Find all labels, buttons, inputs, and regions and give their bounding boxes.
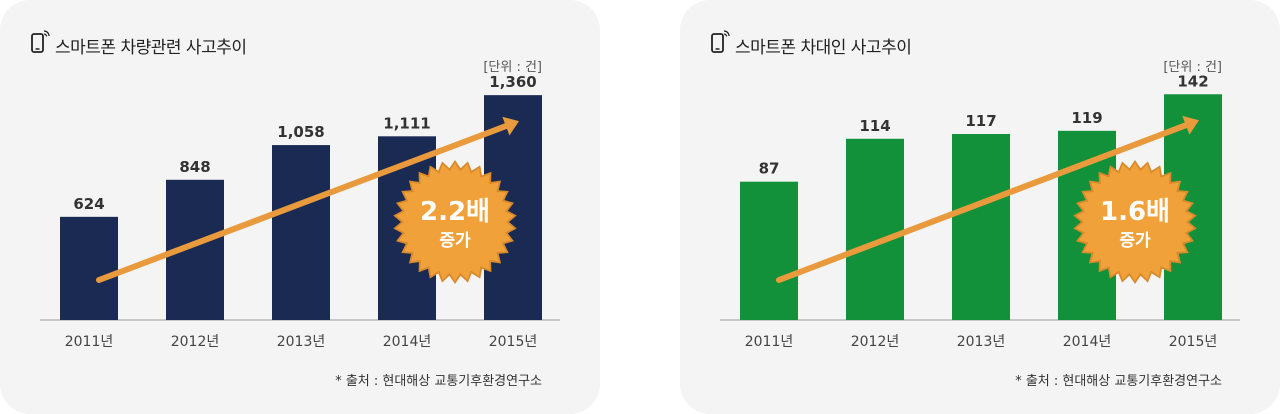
value-label: 848 xyxy=(179,158,210,176)
trend-arrow-head xyxy=(1182,115,1199,135)
trend-arrow xyxy=(96,123,509,283)
smartphone-icon xyxy=(31,30,50,53)
chart-panel-vehicle: 스마트폰 차량관련 사고추이 [단위 : 건] 624 2011년 848 2012년… xyxy=(0,0,600,414)
value-label: 1,360 xyxy=(489,73,536,91)
badge-value: 1.6배 xyxy=(1100,197,1170,227)
chart-panel-pedestrian: 스마트폰 차대인 사고추이 [단위 : 건] 87 2011년 114 2012년 11… xyxy=(680,0,1280,414)
value-label: 1,111 xyxy=(383,114,430,132)
source-note: * 출처 : 현대해상 교통기후환경연구소 xyxy=(335,374,542,389)
source-note: * 출처 : 현대해상 교통기후환경연구소 xyxy=(1015,374,1222,389)
value-label: 119 xyxy=(1071,109,1102,127)
tick-label: 2014년 xyxy=(383,334,432,350)
badge-text: 증가 xyxy=(439,231,471,251)
tick-label: 2012년 xyxy=(851,334,900,350)
chart-title: 스마트폰 차량관련 사고추이 xyxy=(55,38,247,58)
trend-arrow-head xyxy=(502,116,519,136)
value-label: 142 xyxy=(1177,72,1208,90)
unit-label: [단위 : 건] xyxy=(1163,60,1222,75)
bar xyxy=(60,216,118,320)
badge-value: 2.2배 xyxy=(420,197,490,227)
smartphone-icon xyxy=(711,30,730,53)
tick-label: 2015년 xyxy=(489,334,538,350)
tick-label: 2011년 xyxy=(65,334,114,350)
bar-chart-pedestrian: 87 2011년 114 2012년 117 2013년 119 2014년 142 2015년 1… xyxy=(720,72,1240,350)
unit-label: [단위 : 건] xyxy=(483,60,542,75)
bar xyxy=(846,138,904,320)
bar xyxy=(740,181,798,320)
value-label: 114 xyxy=(859,117,890,135)
value-label: 117 xyxy=(965,112,996,130)
tick-label: 2011년 xyxy=(745,334,794,350)
value-label: 87 xyxy=(759,160,780,178)
value-label: 1,058 xyxy=(277,123,324,141)
badge-text: 증가 xyxy=(1119,231,1151,251)
tick-label: 2014년 xyxy=(1063,334,1112,350)
badge-burst-inner xyxy=(1076,163,1194,281)
tick-label: 2013년 xyxy=(277,334,326,350)
tick-label: 2013년 xyxy=(957,334,1006,350)
chart-title: 스마트폰 차대인 사고추이 xyxy=(735,38,912,58)
badge-burst-inner xyxy=(396,163,514,281)
trend-arrow xyxy=(776,122,1189,283)
bar-chart-vehicle: 624 2011년 848 2012년 1,058 2013년 1,111 2014년 1,36… xyxy=(40,73,560,350)
tick-label: 2012년 xyxy=(171,334,220,350)
tick-label: 2015년 xyxy=(1169,334,1218,350)
bar xyxy=(272,145,330,320)
value-label: 624 xyxy=(73,195,104,213)
bar xyxy=(952,134,1010,320)
